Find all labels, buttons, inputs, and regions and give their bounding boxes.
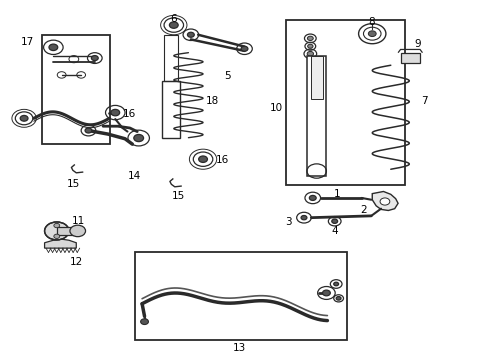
- Circle shape: [301, 216, 306, 220]
- Circle shape: [309, 195, 316, 201]
- Text: 3: 3: [285, 217, 291, 227]
- Text: 6: 6: [170, 14, 177, 24]
- Bar: [285, 21, 405, 185]
- Text: 12: 12: [69, 257, 83, 267]
- Polygon shape: [371, 192, 397, 211]
- Text: 17: 17: [21, 37, 34, 47]
- Circle shape: [49, 44, 58, 50]
- Circle shape: [169, 22, 178, 28]
- Text: 11: 11: [72, 216, 85, 226]
- Circle shape: [111, 109, 120, 116]
- Circle shape: [134, 134, 143, 141]
- Circle shape: [367, 31, 375, 37]
- Bar: [310, 56, 322, 99]
- Text: 4: 4: [331, 226, 337, 236]
- Text: 16: 16: [123, 109, 136, 119]
- Polygon shape: [44, 239, 76, 248]
- Bar: [161, 81, 180, 138]
- Bar: [135, 252, 346, 339]
- Bar: [400, 53, 419, 63]
- Circle shape: [20, 116, 28, 121]
- Text: 5: 5: [224, 71, 230, 81]
- Bar: [42, 35, 110, 144]
- Circle shape: [322, 290, 330, 296]
- Circle shape: [187, 32, 194, 37]
- Text: 8: 8: [367, 17, 374, 27]
- Circle shape: [141, 319, 148, 324]
- Text: 13: 13: [232, 343, 246, 353]
- Text: 14: 14: [128, 171, 141, 181]
- Circle shape: [335, 297, 340, 300]
- Circle shape: [307, 36, 313, 41]
- Circle shape: [379, 198, 389, 205]
- Bar: [163, 35, 178, 81]
- Text: 15: 15: [67, 179, 81, 189]
- Bar: [306, 56, 326, 176]
- Circle shape: [44, 222, 69, 240]
- Text: 15: 15: [172, 191, 185, 201]
- Text: 10: 10: [269, 103, 282, 113]
- Circle shape: [54, 224, 60, 228]
- Bar: [57, 227, 79, 234]
- Text: 9: 9: [413, 39, 420, 49]
- Circle shape: [306, 51, 313, 56]
- Circle shape: [331, 219, 337, 224]
- Text: 2: 2: [360, 206, 366, 216]
- Circle shape: [54, 234, 60, 238]
- Text: 18: 18: [206, 96, 219, 106]
- Circle shape: [333, 282, 338, 286]
- Circle shape: [91, 55, 98, 60]
- Circle shape: [70, 225, 85, 237]
- Circle shape: [307, 44, 312, 48]
- Circle shape: [241, 46, 247, 51]
- Circle shape: [85, 128, 92, 133]
- Text: 16: 16: [216, 155, 229, 165]
- Text: 1: 1: [333, 189, 340, 199]
- Circle shape: [198, 156, 207, 162]
- Text: 7: 7: [421, 96, 427, 106]
